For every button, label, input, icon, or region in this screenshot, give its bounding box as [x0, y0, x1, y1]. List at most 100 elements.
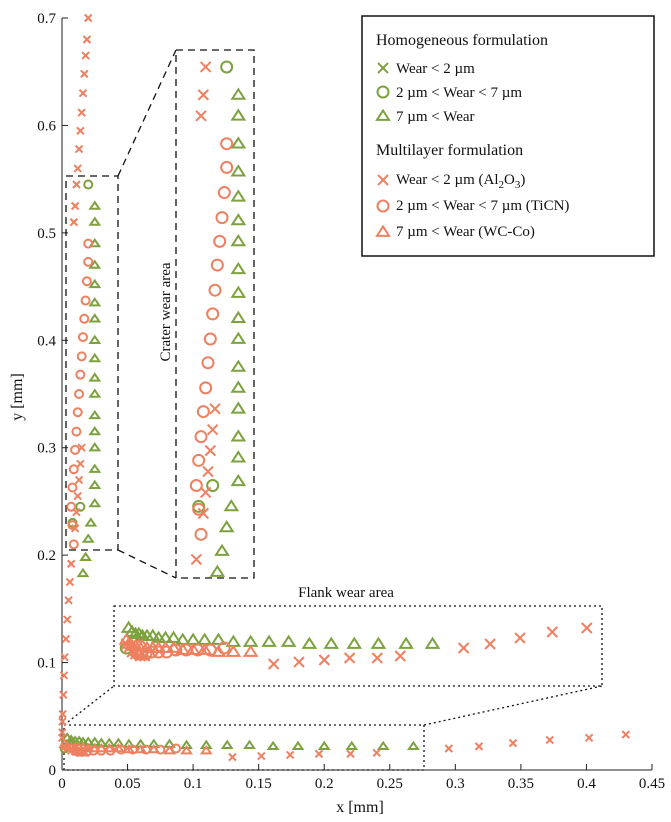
data-point: [88, 409, 102, 420]
x-tick-label: 0.2: [315, 776, 334, 792]
inset-point: [220, 160, 234, 174]
data-point: [59, 690, 68, 700]
inset-point: [131, 626, 147, 639]
data-point: [508, 738, 518, 748]
data-point: [621, 730, 630, 739]
inset-point: [293, 656, 305, 668]
data-point: [75, 501, 86, 512]
legend-marker-multi-2to7: [376, 199, 390, 213]
inset-point: [209, 564, 226, 577]
data-marks: [57, 13, 630, 762]
data-point: [78, 88, 88, 98]
data-point: [72, 180, 81, 189]
inset-point: [218, 520, 235, 533]
inset-point: [199, 61, 212, 73]
data-point: [127, 744, 138, 755]
data-point: [76, 459, 85, 469]
legend-marker-glyph: [375, 108, 391, 121]
legend-label-multi-lt2-suffix: ): [520, 172, 525, 188]
data-point: [134, 743, 148, 754]
y-tick-label: 0.6: [37, 118, 56, 134]
crater-zoom-connector-bottom: [117, 549, 177, 579]
inset-point: [196, 632, 213, 645]
legend-marker-multi-gt7: [375, 224, 391, 237]
inset-point: [209, 403, 221, 415]
data-point: [70, 201, 80, 211]
data-point: [77, 108, 86, 117]
data-point: [102, 742, 116, 753]
legend-group-multilayer: Multilayer formulation: [376, 142, 523, 159]
inset-point: [196, 642, 213, 655]
data-point: [75, 369, 86, 380]
data-point: [88, 259, 102, 269]
inset-point: [220, 137, 234, 151]
data-point: [68, 539, 79, 550]
legend-marker-homo-lt2: [377, 62, 389, 74]
inset-point: [394, 650, 406, 662]
data-point: [73, 491, 82, 501]
data-point: [63, 615, 72, 624]
data-point: [88, 479, 102, 490]
data-point: [345, 740, 359, 751]
data-point: [80, 69, 89, 79]
data-point: [83, 238, 94, 249]
data-point: [65, 577, 75, 587]
data-point: [68, 464, 79, 475]
data-point: [584, 733, 594, 742]
flank-zoom-box: [113, 605, 603, 687]
data-point: [116, 744, 126, 755]
data-point: [83, 179, 94, 190]
legend-marker-glyph: [377, 174, 389, 186]
inset-point: [217, 186, 231, 200]
inset-point: [318, 654, 331, 666]
data-point: [372, 748, 381, 758]
x-tick-label: 0.1: [184, 776, 203, 792]
crater-zoom-box: [175, 49, 255, 579]
y-tick-label: 0.2: [37, 548, 56, 564]
data-point: [81, 533, 95, 543]
inset-point: [192, 453, 206, 467]
data-point: [76, 741, 90, 752]
data-point: [122, 743, 136, 754]
inset-point: [424, 636, 441, 649]
data-point: [83, 256, 94, 267]
inset-point: [174, 642, 191, 655]
crater-annotation: Crater wear area: [158, 262, 174, 361]
inset-point: [457, 642, 470, 654]
data-point: [79, 551, 93, 561]
data-point: [88, 278, 102, 289]
flank-annotation: Flank wear area: [298, 585, 394, 601]
inset-point: [230, 285, 247, 298]
inset-point: [157, 640, 174, 653]
y-tick-label: 0.7: [37, 11, 56, 27]
legend-group-homogeneous: Homogeneous formulation: [376, 32, 548, 49]
data-point: [66, 501, 77, 512]
inset-point: [230, 310, 247, 323]
inset-point: [323, 636, 340, 649]
inset-point: [370, 636, 387, 649]
x-tick-label: 0.3: [446, 776, 465, 792]
inset-point: [230, 108, 247, 121]
data-point: [88, 352, 102, 363]
legend-marker-glyph: [375, 224, 391, 237]
x-axis-label: x [mm]: [336, 799, 384, 816]
data-point: [88, 313, 102, 323]
inset-point: [214, 543, 230, 556]
data-point: [64, 596, 73, 605]
data-point: [88, 388, 102, 398]
data-point: [163, 745, 176, 755]
inset-point: [230, 164, 247, 177]
x-tick-label: 0.25: [377, 776, 403, 792]
flank-region: Flank wear area: [63, 585, 603, 771]
inset-point: [206, 479, 220, 493]
inset-point: [230, 234, 247, 247]
legend-marker-homo-2to7: [376, 85, 390, 99]
data-point: [94, 742, 108, 753]
inset-point: [230, 359, 247, 372]
data-point: [74, 144, 84, 154]
legend-marker-glyph: [377, 62, 389, 74]
data-point: [545, 735, 554, 745]
inset-point: [230, 331, 247, 344]
legend-label-multi-lt2-prefix: Wear < 2 µm (Al: [396, 172, 499, 188]
data-point: [257, 751, 266, 761]
